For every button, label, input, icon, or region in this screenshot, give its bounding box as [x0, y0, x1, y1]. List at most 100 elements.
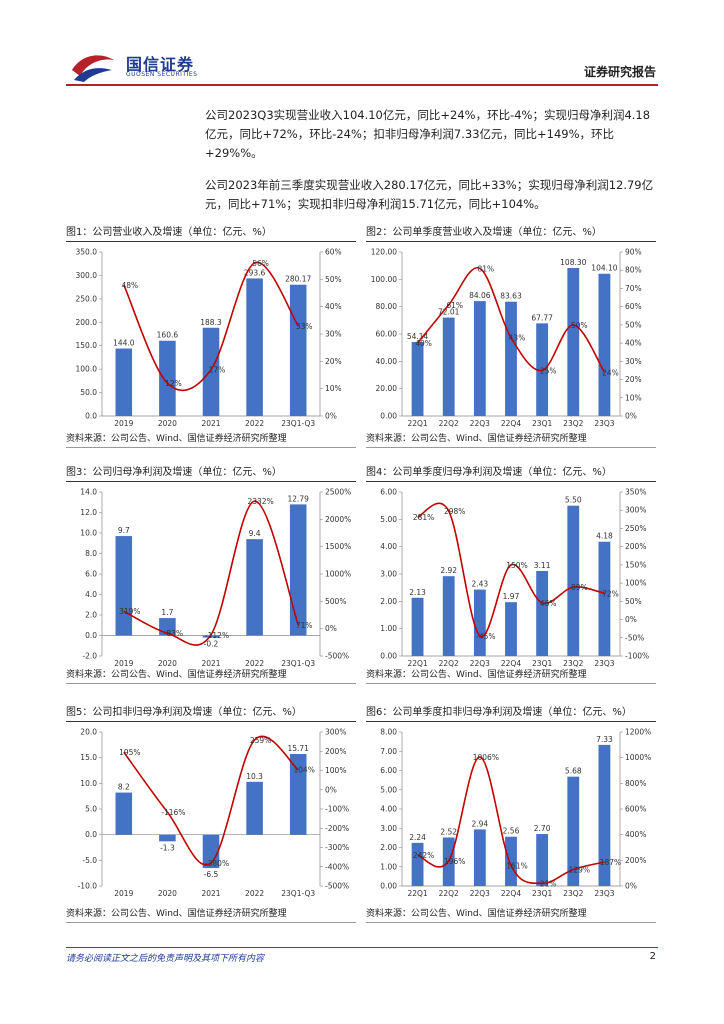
- x-tick-label: 2019: [114, 659, 133, 668]
- bar: [536, 834, 549, 886]
- y2-tick-label: 0%: [325, 412, 337, 421]
- y-tick-label: 2.0: [85, 611, 97, 620]
- bar-value-label: 54.14: [407, 332, 429, 341]
- growth-label: 17%: [209, 366, 226, 375]
- bar: [246, 278, 263, 416]
- bar-value-label: 5.68: [565, 767, 582, 776]
- y-tick-label: -5.0: [82, 856, 97, 865]
- bar: [289, 284, 307, 416]
- y-tick-label: 0.0: [85, 631, 97, 640]
- bar-value-label: 84.06: [469, 291, 491, 300]
- growth-label: 259%: [250, 736, 271, 745]
- x-tick-label: 23Q1-Q3: [281, 419, 315, 428]
- y-tick-label: 40.00: [376, 357, 398, 366]
- x-tick-label: 22Q2: [439, 419, 459, 428]
- chart-divider: [66, 447, 356, 448]
- bar-value-label: 12.79: [287, 494, 309, 503]
- y2-tick-label: 0%: [325, 785, 337, 794]
- bar-value-label: 2.56: [503, 827, 520, 836]
- growth-label: 81%: [478, 264, 495, 273]
- y2-tick-label: 50%: [625, 597, 642, 606]
- y-tick-label: 350.0: [76, 248, 98, 257]
- x-tick-label: 23Q1: [532, 659, 552, 668]
- bar: [505, 301, 517, 416]
- bar-value-label: -1.3: [160, 843, 175, 852]
- growth-label: 195%: [119, 748, 140, 757]
- x-tick-label: 22Q3: [470, 659, 490, 668]
- y2-tick-label: 20%: [625, 375, 642, 384]
- y2-tick-label: 0%: [625, 615, 637, 624]
- x-tick-label: 2020: [158, 889, 177, 898]
- growth-label: 150%: [506, 561, 527, 570]
- growth-label: 1006%: [473, 753, 499, 762]
- growth-line: [123, 735, 299, 866]
- chart-net-profit-annual: 图3：公司归母净利润及增速（单位：亿元、%） -2.0 0.0 2.0 4.0 6.0 8…: [66, 466, 356, 691]
- y2-tick-label: 1200%: [625, 728, 651, 737]
- y-tick-label: 50.0: [80, 388, 97, 397]
- bar-value-label: 15.71: [287, 744, 309, 753]
- y-tick-label: 0.00: [380, 882, 397, 891]
- footer-divider: [66, 947, 658, 948]
- y2-tick-label: 70%: [625, 284, 642, 293]
- chart-plot: 0.00 1.00 2.00 3.00 4.00 5.00 6.00 -100% -50% 0% 5…: [380, 488, 649, 669]
- x-tick-label: 22Q4: [501, 889, 521, 898]
- y2-tick-label: 0%: [625, 412, 637, 421]
- x-tick-label: 22Q3: [470, 419, 490, 428]
- page-header: 国信证券 GUOSEN SECURITIES 证券研究报告: [0, 0, 724, 90]
- y-tick-label: 150.0: [76, 341, 98, 350]
- growth-label: 187%: [600, 858, 621, 867]
- growth-label: 56%: [252, 259, 269, 268]
- bar: [202, 635, 220, 638]
- chart-divider: [366, 481, 656, 482]
- y-tick-label: -10.0: [78, 882, 98, 891]
- x-tick-label: 2019: [114, 889, 133, 898]
- bar: [159, 834, 176, 842]
- y2-tick-label: 90%: [625, 248, 642, 257]
- bar: [567, 505, 580, 656]
- y-tick-label: 250.0: [76, 294, 98, 303]
- y2-tick-label: -100%: [625, 652, 649, 661]
- y-tick-label: 15.0: [80, 753, 97, 762]
- chart-divider: [366, 447, 656, 448]
- y-tick-label: 120.00: [371, 248, 397, 257]
- bar: [442, 317, 455, 416]
- y2-tick-label: 250%: [625, 524, 646, 533]
- chart-source: 资料来源：公司公告、Wind、国信证券经济研究所整理: [66, 909, 287, 919]
- x-tick-label: 23Q3: [594, 889, 614, 898]
- bar: [411, 842, 424, 886]
- chart-divider: [66, 241, 356, 242]
- growth-label: 50%: [571, 321, 588, 330]
- y2-tick-label: 300%: [325, 728, 346, 737]
- y-tick-label: 3.00: [380, 570, 397, 579]
- y-tick-label: 0.0: [85, 412, 97, 421]
- bar-value-label: 104.10: [591, 264, 617, 273]
- y2-tick-label: -300%: [325, 843, 349, 852]
- paragraph-ytd-summary: 公司2023年前三季度实现营业收入280.17亿元，同比+33%；实现归母净利润…: [205, 178, 654, 211]
- bar: [115, 348, 133, 416]
- chart-deducted-profit-annual: 图5：公司扣非归母净利润及增速（单位：亿元、%） -10.0 -5.0 0.0 5.0…: [66, 706, 356, 931]
- x-tick-label: 2022: [245, 659, 264, 668]
- bar-value-label: 280.17: [285, 275, 311, 284]
- bar-value-label: 67.77: [531, 313, 553, 322]
- y2-tick-label: 0%: [625, 882, 637, 891]
- growth-label: 72%: [602, 589, 619, 598]
- chart-title: 图6：公司单季度扣非归母净利润及增速（单位：亿元、%）: [366, 707, 632, 718]
- chart-divider: [366, 241, 656, 242]
- bar: [567, 776, 580, 886]
- bar: [246, 781, 263, 835]
- y-tick-label: 20.0: [80, 728, 97, 737]
- y-tick-label: 6.00: [380, 488, 397, 497]
- growth-label: 21%: [540, 879, 557, 888]
- x-tick-label: 2021: [201, 659, 220, 668]
- bar-value-label: 10.3: [246, 772, 263, 781]
- bar-value-label: 5.50: [565, 496, 582, 505]
- y2-tick-label: 1000%: [625, 753, 651, 762]
- x-tick-label: 2020: [158, 659, 177, 668]
- y2-tick-label: 2000%: [325, 515, 351, 524]
- chart-title: 图1：公司营业收入及增速（单位：亿元、%）: [66, 227, 272, 238]
- bar-value-label: 293.6: [244, 268, 266, 277]
- x-tick-label: 22Q4: [501, 419, 521, 428]
- growth-label: -116%: [161, 808, 185, 817]
- disclaimer-text: 请务必阅读正文之后的免责声明及其项下所有内容: [66, 954, 265, 964]
- bar: [289, 504, 307, 636]
